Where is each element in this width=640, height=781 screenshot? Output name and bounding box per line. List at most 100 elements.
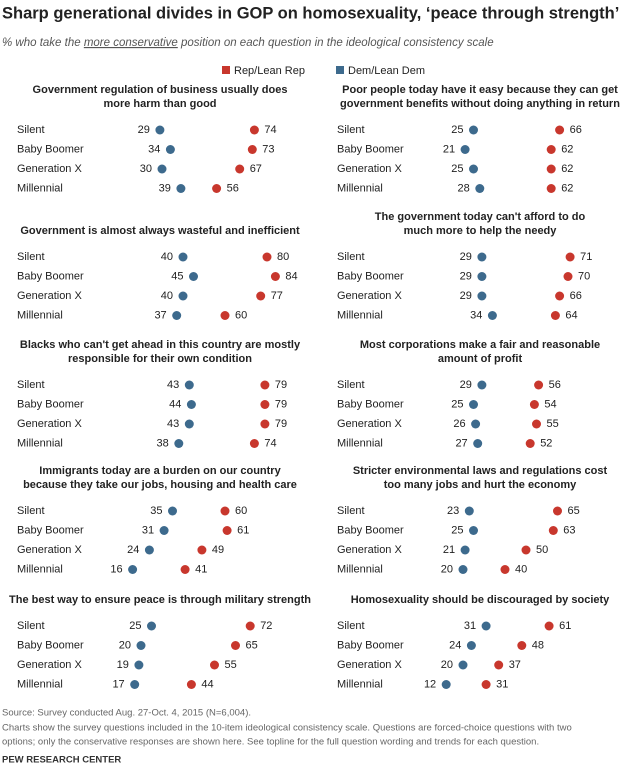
dot bbox=[184, 419, 194, 429]
category-label: Baby Boomer bbox=[337, 270, 404, 282]
dot bbox=[165, 145, 175, 154]
value-label: 60 bbox=[235, 505, 247, 517]
value-label: 70 bbox=[578, 270, 590, 282]
dot bbox=[546, 184, 556, 193]
value-label: 56 bbox=[227, 182, 239, 194]
panel-title: The government today can't afford to do bbox=[375, 211, 586, 223]
value-label: 37 bbox=[154, 309, 166, 321]
panel-title: too many jobs and hurt the economy bbox=[384, 479, 577, 491]
dot bbox=[471, 419, 481, 429]
value-label: 61 bbox=[559, 620, 571, 632]
note: Charts show the survey questions include… bbox=[2, 723, 572, 734]
panel-title: Government regulation of business usuall… bbox=[33, 84, 288, 96]
dot bbox=[458, 565, 468, 574]
panel-title: Most corporations make a fair and reason… bbox=[360, 339, 600, 351]
value-label: 77 bbox=[271, 290, 283, 302]
category-label: Silent bbox=[17, 379, 45, 391]
value-label: 29 bbox=[460, 379, 472, 391]
dot bbox=[210, 660, 219, 670]
category-label: Silent bbox=[17, 505, 45, 517]
value-label: 17 bbox=[112, 678, 124, 690]
value-label: 25 bbox=[129, 620, 141, 632]
panel-title: The best way to ensure peace is through … bbox=[9, 594, 311, 606]
value-label: 44 bbox=[201, 678, 213, 690]
dot bbox=[469, 164, 478, 174]
dot bbox=[155, 125, 165, 135]
value-label: 84 bbox=[285, 270, 297, 282]
value-label: 31 bbox=[464, 620, 476, 632]
dot bbox=[231, 641, 240, 650]
dot bbox=[529, 400, 539, 409]
value-label: 16 bbox=[110, 563, 122, 575]
value-label: 37 bbox=[509, 659, 521, 671]
dot bbox=[460, 545, 470, 555]
dot bbox=[466, 641, 476, 650]
category-label: Baby Boomer bbox=[337, 398, 404, 410]
value-label: 74 bbox=[264, 124, 276, 136]
dot bbox=[212, 184, 222, 193]
value-label: 29 bbox=[460, 251, 472, 263]
category-label: Baby Boomer bbox=[337, 143, 404, 155]
value-label: 50 bbox=[536, 544, 548, 556]
dot bbox=[222, 526, 232, 535]
value-label: 65 bbox=[246, 639, 258, 651]
value-label: 49 bbox=[212, 544, 224, 556]
dot bbox=[178, 291, 188, 301]
category-label: Millennial bbox=[337, 563, 383, 575]
brand: PEW RESEARCH CENTER bbox=[2, 755, 121, 766]
value-label: 56 bbox=[549, 379, 561, 391]
dot bbox=[532, 419, 541, 429]
category-label: Millennial bbox=[337, 678, 383, 690]
category-label: Millennial bbox=[17, 563, 63, 575]
value-label: 67 bbox=[250, 163, 262, 175]
dot bbox=[245, 621, 255, 631]
dot bbox=[260, 419, 270, 429]
subtitle: % who take the more conservative positio… bbox=[2, 37, 494, 49]
category-label: Generation X bbox=[17, 544, 82, 556]
dot bbox=[469, 526, 478, 535]
panel-title: more harm than good bbox=[103, 98, 216, 110]
category-label: Baby Boomer bbox=[17, 270, 84, 282]
dot bbox=[555, 291, 565, 301]
dot bbox=[157, 164, 167, 174]
panel-title: because they take our jobs, housing and … bbox=[23, 479, 297, 491]
value-label: 20 bbox=[441, 659, 453, 671]
value-label: 25 bbox=[451, 124, 463, 136]
dot bbox=[220, 506, 230, 516]
note: options; only the conservative responses… bbox=[2, 737, 539, 748]
category-label: Silent bbox=[337, 620, 365, 632]
value-label: 45 bbox=[171, 270, 183, 282]
value-label: 31 bbox=[142, 524, 154, 536]
category-label: Silent bbox=[337, 505, 365, 517]
dot bbox=[130, 680, 140, 689]
category-label: Baby Boomer bbox=[17, 398, 84, 410]
panel-title: Poor people today have it easy because t… bbox=[342, 84, 618, 96]
category-label: Silent bbox=[337, 251, 365, 263]
dot bbox=[544, 621, 554, 631]
value-label: 29 bbox=[460, 290, 472, 302]
dot bbox=[172, 311, 182, 320]
dot bbox=[260, 400, 270, 409]
category-label: Generation X bbox=[17, 163, 82, 175]
value-label: 24 bbox=[449, 639, 461, 651]
dot bbox=[176, 184, 186, 193]
panel-title: much more to help the needy bbox=[404, 225, 558, 237]
dot bbox=[128, 565, 138, 574]
category-label: Millennial bbox=[17, 437, 63, 449]
category-label: Silent bbox=[337, 124, 365, 136]
value-label: 31 bbox=[496, 678, 508, 690]
value-label: 29 bbox=[460, 270, 472, 282]
dot bbox=[441, 680, 451, 689]
value-label: 72 bbox=[260, 620, 272, 632]
dot bbox=[262, 252, 272, 262]
dot bbox=[550, 311, 560, 320]
category-label: Generation X bbox=[17, 418, 82, 430]
value-label: 34 bbox=[148, 143, 160, 155]
dot bbox=[256, 291, 266, 301]
category-label: Millennial bbox=[337, 309, 383, 321]
panel-title: Stricter environmental laws and regulati… bbox=[353, 465, 608, 477]
value-label: 21 bbox=[443, 544, 455, 556]
category-label: Generation X bbox=[337, 418, 402, 430]
value-label: 62 bbox=[561, 163, 573, 175]
